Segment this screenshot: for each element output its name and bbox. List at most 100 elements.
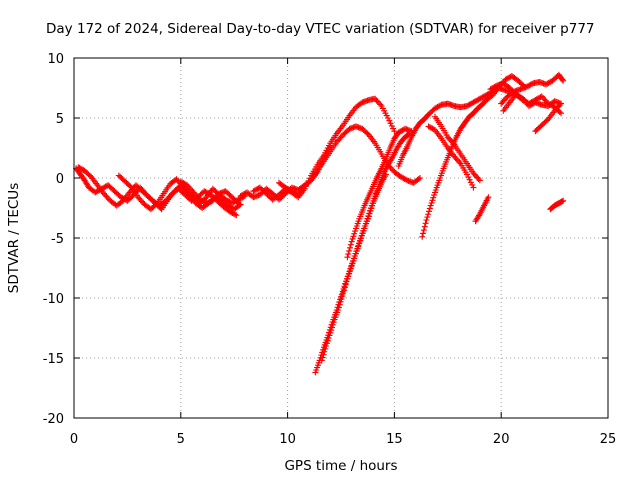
data-point: [434, 103, 441, 110]
data-point: [285, 186, 292, 193]
data-point: [103, 193, 110, 200]
data-point: [424, 214, 431, 221]
data-point: [433, 104, 440, 111]
data-point: [500, 97, 507, 104]
data-point: [537, 94, 544, 101]
data-point: [429, 125, 436, 132]
data-point: [522, 98, 529, 105]
data-point: [366, 210, 373, 217]
data-point: [199, 198, 206, 205]
data-point: [528, 101, 535, 108]
data-point: [554, 104, 561, 111]
data-point: [338, 295, 345, 302]
data-point: [346, 247, 353, 254]
data-point: [335, 137, 342, 144]
data-point: [194, 193, 201, 200]
x-tick-label: 20: [493, 432, 510, 447]
data-point: [173, 176, 180, 183]
data-point: [86, 172, 93, 179]
data-point: [544, 80, 551, 87]
data-point: [320, 351, 327, 358]
data-point: [399, 127, 406, 134]
data-point: [470, 184, 477, 191]
data-point: [428, 124, 435, 131]
data-point: [369, 202, 376, 209]
data-point: [127, 183, 134, 190]
data-point: [181, 180, 188, 187]
x-tick-label: 5: [177, 432, 185, 447]
data-point: [76, 164, 83, 171]
data-point: [329, 321, 336, 328]
data-point: [350, 233, 357, 240]
data-point: [448, 138, 455, 145]
data-point: [422, 220, 429, 227]
data-point: [232, 211, 239, 218]
data-point: [137, 197, 144, 204]
data-point: [102, 192, 109, 199]
data-point: [447, 137, 454, 144]
data-point: [456, 159, 463, 166]
data-point: [502, 76, 509, 83]
data-point: [395, 129, 402, 136]
x-axis-label: GPS time / hours: [284, 458, 397, 474]
data-point: [348, 238, 355, 245]
data-point: [529, 100, 536, 107]
data-point: [490, 84, 497, 91]
data-point: [525, 83, 532, 90]
data-point: [475, 212, 482, 219]
data-point: [472, 173, 479, 180]
data-point: [252, 186, 259, 193]
data-point: [469, 181, 476, 188]
data-point: [330, 319, 337, 326]
data-point: [340, 290, 347, 297]
y-tick-label: 5: [56, 112, 64, 127]
data-point: [451, 153, 458, 160]
data-point: [452, 154, 459, 161]
data-point: [474, 174, 481, 181]
data-point: [400, 175, 407, 182]
data-point: [251, 187, 258, 194]
data-point: [93, 188, 100, 195]
data-point: [336, 136, 343, 143]
y-tick-label: 10: [47, 52, 64, 67]
data-point: [505, 75, 512, 82]
data-point: [527, 102, 534, 109]
data-point: [464, 171, 471, 178]
data-point: [555, 103, 562, 110]
data-point: [283, 185, 290, 192]
series-track-20: [547, 197, 567, 213]
data-point: [560, 197, 567, 204]
data-point: [491, 84, 498, 91]
data-point: [237, 193, 244, 199]
data-point: [349, 235, 356, 242]
series-track-9: [318, 171, 389, 364]
data-point: [401, 175, 408, 182]
data-point: [377, 101, 384, 108]
data-point: [426, 205, 433, 212]
data-point: [475, 175, 482, 182]
data-point: [347, 241, 354, 248]
y-tick-label: 0: [56, 172, 64, 187]
data-point: [136, 195, 143, 202]
data-point: [129, 193, 136, 199]
data-point: [499, 99, 506, 106]
data-point: [224, 202, 231, 209]
data-point: [153, 201, 160, 208]
data-point: [481, 92, 488, 99]
data-point: [184, 182, 191, 189]
data-point: [387, 120, 394, 127]
data-point: [421, 223, 428, 230]
data-point: [429, 197, 436, 204]
data-point: [471, 171, 478, 178]
data-point: [188, 186, 195, 193]
data-point: [398, 127, 405, 134]
data-point: [355, 242, 362, 249]
data-point: [399, 174, 406, 181]
data-point: [543, 117, 550, 124]
data-point: [558, 110, 565, 117]
data-point: [556, 102, 563, 109]
data-point: [318, 357, 325, 364]
data-point: [333, 139, 340, 145]
data-point: [323, 343, 330, 349]
data-point: [419, 233, 426, 240]
